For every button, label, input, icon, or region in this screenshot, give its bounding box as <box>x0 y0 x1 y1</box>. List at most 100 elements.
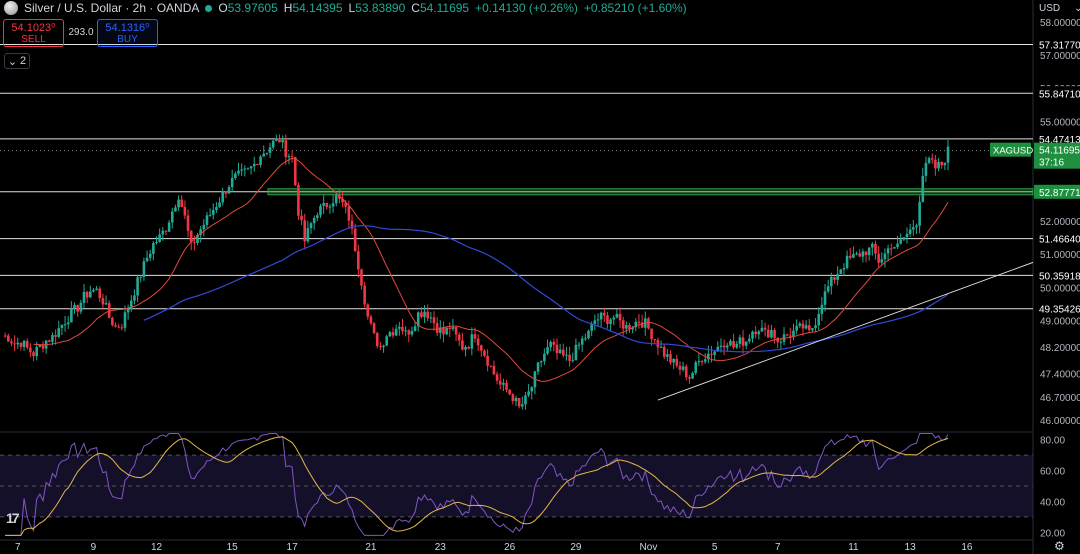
candle-body <box>25 340 29 348</box>
candle <box>795 319 798 335</box>
candle <box>464 345 467 357</box>
candle-body <box>669 354 672 363</box>
trendline[interactable] <box>657 261 1034 401</box>
candle <box>707 345 710 364</box>
candle-body <box>517 397 521 407</box>
candle <box>852 246 855 259</box>
candle-body <box>751 331 754 339</box>
candle-body <box>407 330 411 335</box>
candle-body <box>63 324 67 326</box>
candle <box>524 392 527 410</box>
candle-body <box>158 234 161 242</box>
candle-body <box>167 222 171 232</box>
candle-body <box>833 276 836 280</box>
candle-body <box>886 248 890 254</box>
level-tag-5[interactable] <box>1034 268 1080 283</box>
candle <box>246 167 250 170</box>
candle-body <box>883 253 887 260</box>
candle-body <box>145 257 149 262</box>
candle <box>552 338 556 352</box>
candle <box>259 155 262 168</box>
candle-body <box>930 158 934 160</box>
candle-body <box>871 243 874 248</box>
candle <box>262 145 266 157</box>
candle <box>480 344 483 357</box>
support-zone[interactable] <box>267 188 1034 196</box>
candle <box>527 384 530 398</box>
candle-body <box>779 341 783 343</box>
candle-body <box>571 360 575 362</box>
candle-body <box>312 217 316 224</box>
candle <box>902 237 906 242</box>
candle-body <box>760 327 764 332</box>
candle-body <box>448 327 452 329</box>
candle-body <box>476 338 480 346</box>
candle <box>568 346 571 367</box>
candle <box>3 332 7 338</box>
level-tag-6[interactable] <box>1034 301 1080 316</box>
level-tag-1[interactable] <box>1034 86 1080 101</box>
candle-body <box>650 328 653 340</box>
buy-price: 54.1316⁰ <box>105 22 150 34</box>
candle <box>363 281 366 308</box>
candle-body <box>609 319 612 325</box>
symbol-title[interactable]: Silver / U.S. Dollar · 2h · OANDA <box>24 1 200 15</box>
currency-selector[interactable]: USD ⌄ <box>1034 0 1080 16</box>
candle <box>394 324 398 337</box>
rsi-tick-label: 80.00 <box>1040 436 1065 447</box>
candle-body <box>549 342 552 348</box>
candle <box>117 323 120 329</box>
candle <box>628 322 631 333</box>
level-tag-3[interactable] <box>1034 184 1080 199</box>
candle-body <box>514 397 518 402</box>
candle-body <box>662 346 666 357</box>
candle <box>874 240 877 260</box>
candle <box>461 332 464 351</box>
candle-body <box>126 308 130 313</box>
candle-body <box>902 237 906 240</box>
candle <box>521 396 524 410</box>
level-tag-0[interactable] <box>1034 37 1080 52</box>
candle-body <box>587 330 590 339</box>
candle-body <box>177 199 180 208</box>
candle-body <box>230 177 234 188</box>
candle <box>943 162 947 171</box>
candle-body <box>268 147 272 153</box>
candle <box>227 185 231 194</box>
countdown-label: 37:16 <box>1039 158 1064 169</box>
candle <box>498 373 502 390</box>
gear-icon[interactable]: ⚙ <box>1054 539 1065 553</box>
candle-body <box>889 248 893 250</box>
candle <box>85 290 89 304</box>
candle <box>826 279 830 294</box>
candle-body <box>555 344 559 354</box>
candle <box>634 318 638 332</box>
candle-body <box>864 251 868 256</box>
candle <box>927 156 931 165</box>
sell-button[interactable]: 54.1023⁰ SELL <box>3 19 64 47</box>
candle-body <box>606 315 609 325</box>
indicators-toggle-button[interactable]: ⌄ 2 <box>4 53 30 69</box>
candle-body <box>341 198 344 203</box>
candle-body <box>41 345 45 349</box>
high-value: 54.14395 <box>292 1 343 15</box>
level-tag-2[interactable] <box>1034 131 1080 146</box>
candle <box>189 230 193 251</box>
candle-body <box>394 328 398 336</box>
candle-body <box>114 325 117 327</box>
candle <box>789 327 792 345</box>
price-tick-label: 51.00000 <box>1040 250 1080 261</box>
price-tick-label: 47.40000 <box>1040 370 1080 381</box>
candle <box>536 361 540 375</box>
candle-body <box>495 374 499 381</box>
candle-body <box>498 380 502 385</box>
candle-body <box>227 187 231 194</box>
candle-body <box>416 312 420 327</box>
price-tick-label: 48.20000 <box>1040 343 1080 354</box>
buy-button[interactable]: 54.1316⁰ BUY <box>97 19 158 47</box>
candle <box>451 318 455 332</box>
price-tick-label: 57.00000 <box>1040 51 1080 62</box>
level-tag-4[interactable] <box>1034 231 1080 246</box>
candle-body <box>943 162 947 166</box>
